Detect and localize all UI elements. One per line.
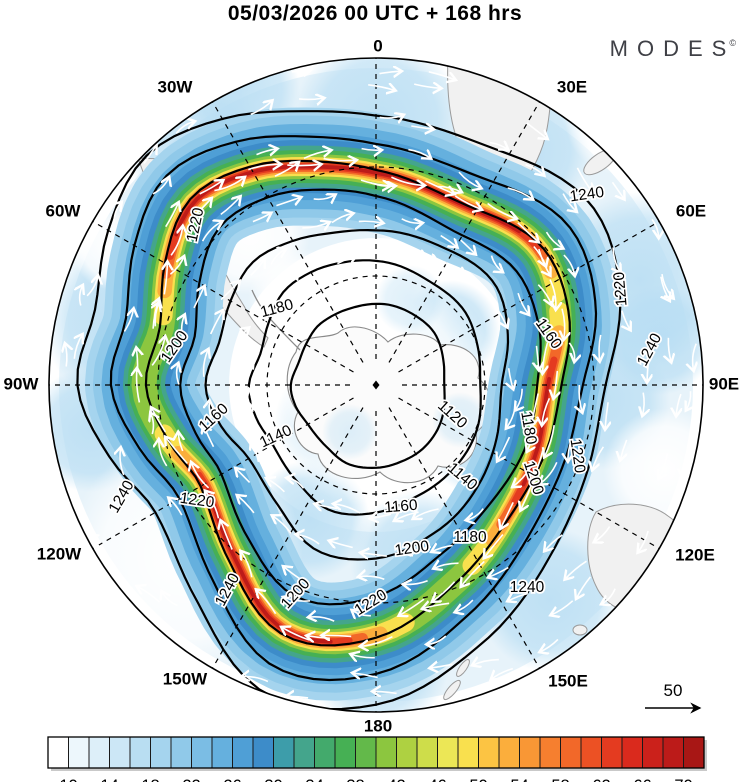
colorbar-cell (88, 736, 110, 769)
wind-ref-value: 50 (664, 681, 683, 700)
longitude-line (388, 407, 541, 669)
height-contour-1180 (179, 188, 542, 606)
longitude-label-120W: 120W (37, 544, 82, 563)
colorbar-cell (109, 736, 131, 769)
map-title: 05/03/2026 00 UTC + 168 hrs (227, 2, 523, 25)
colorbar-cell (375, 736, 397, 769)
longitude-line (211, 407, 364, 669)
colorbar-cell (232, 736, 254, 769)
colorbar-tick-label: 54 (510, 777, 528, 782)
colorbar-tick-label: 38 (346, 777, 364, 782)
colorbar-tick-label: 18 (141, 777, 159, 782)
colorbar-cell (396, 736, 418, 769)
colorbar-tick-label: 26 (223, 777, 241, 782)
colorbar-cell (457, 736, 479, 769)
colorbar-cell (683, 736, 705, 769)
height-contour-1220 (109, 135, 598, 682)
longitude-line (388, 101, 541, 363)
colorbar-cell (498, 736, 520, 769)
colorbar-cell (478, 736, 500, 769)
colorbar-cell (519, 736, 541, 769)
colorbar-cell (211, 736, 233, 769)
new-zealand-landmass (443, 679, 461, 701)
map-disc: 1240122012001160118011201140114011601200… (49, 58, 703, 712)
modes-logo-text: MODES (609, 36, 736, 61)
contour-label: 1220 (611, 271, 631, 307)
colorbar-cell (68, 736, 90, 769)
longitude-label-180: 180 (364, 716, 392, 735)
longitude-line (398, 220, 660, 373)
colorbar-cell (355, 736, 377, 769)
longitude-line (211, 101, 364, 363)
colorbar-tick-label: 10 (59, 777, 77, 782)
modes-logo: MODES© (610, 36, 736, 62)
colorbar-cell (601, 736, 623, 769)
colorbar-cell (539, 736, 561, 769)
colorbar-tick-label: 34 (305, 777, 323, 782)
colorbar-cell (314, 736, 336, 769)
colorbar-cell (560, 736, 582, 769)
longitude-line (92, 397, 354, 550)
colorbar-cell (252, 736, 274, 769)
colorbar-cell (416, 736, 438, 769)
contour-label: 1240 (510, 579, 545, 596)
colorbar-cell (273, 736, 295, 769)
longitude-label-60W: 60W (46, 201, 82, 220)
colorbar-cell (437, 736, 459, 769)
copyright-mark: © (729, 38, 736, 48)
longitude-label-60E: 60E (676, 201, 706, 220)
longitude-label-30E: 30E (557, 77, 587, 96)
colorbar-tick-label: 62 (592, 777, 610, 782)
longitude-label-150W: 150W (163, 669, 208, 688)
longitude-label-150E: 150E (548, 671, 588, 690)
contour-label: 1180 (453, 529, 487, 546)
colorbar-cell (662, 736, 684, 769)
longitude-label-0: 0 (373, 36, 382, 55)
height-contour-1120 (289, 302, 446, 470)
colorbar-tick-label: 14 (100, 777, 118, 782)
longitude-label-90W: 90W (4, 374, 40, 393)
colorbar-tick-label: 30 (264, 777, 282, 782)
colorbar-tick-label: 58 (551, 777, 569, 782)
colorbar-tick-label: 42 (387, 777, 405, 782)
longitude-label-90E: 90E (709, 374, 739, 393)
colorbar: 10 14 18 22 26 30 34 38 42 46 50 54 58 62 66 70 (47, 736, 707, 782)
colorbar-tick-label: 70 (674, 777, 692, 782)
colorbar-tick-label: 46 (428, 777, 446, 782)
wind-arrows (65, 69, 696, 698)
pole-marker (372, 380, 380, 390)
colorbar-cell (47, 736, 69, 769)
colorbar-cell (642, 736, 664, 769)
colorbar-cell (170, 736, 192, 769)
colorbar-cell (334, 736, 356, 769)
colorbar-cell (293, 736, 315, 769)
tasmania-landmass (572, 624, 588, 636)
colorbar-cell (191, 736, 213, 769)
longitude-label-120E: 120E (675, 545, 715, 564)
colorbar-cell (129, 736, 151, 769)
colorbar-tick-label: 50 (469, 777, 487, 782)
height-contour-1160 (204, 228, 510, 561)
longitude-label-30W: 30W (158, 77, 194, 96)
map-boundary (48, 57, 704, 713)
new-zealand-landmass (456, 659, 470, 677)
colorbar-cell (621, 736, 643, 769)
colorbar-tick-label: 22 (182, 777, 200, 782)
colorbar-cell (580, 736, 602, 769)
colorbar-tick-label: 66 (633, 777, 651, 782)
colorbar-cell (150, 736, 172, 769)
contour-label: 1160 (384, 497, 419, 517)
